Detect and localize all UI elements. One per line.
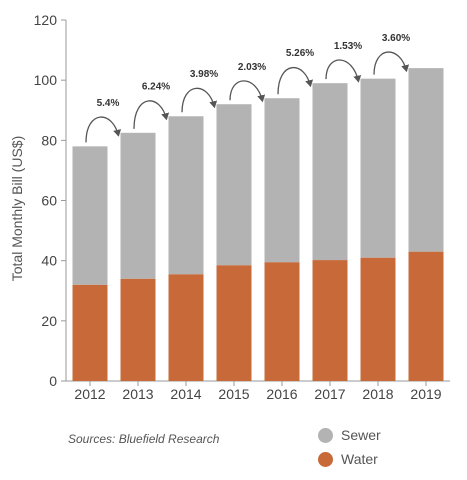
growth-label: 5.26% [286, 48, 314, 59]
y-tick-label: 0 [49, 373, 57, 389]
bar-water [120, 278, 156, 381]
bar-sewer [360, 78, 396, 258]
legend-item-sewer: Sewer [318, 423, 381, 447]
bar-sewer [216, 104, 252, 266]
growth-arrow [325, 59, 362, 83]
y-tick-label: 20 [41, 313, 57, 329]
source-note: Sources: Bluefield Research [68, 432, 220, 446]
growth-arrow [277, 67, 314, 95]
growth-arrow [373, 51, 410, 75]
growth-label: 3.98% [190, 69, 218, 80]
bar-water [72, 284, 108, 381]
legend-swatch-water [318, 451, 333, 467]
growth-label: 1.53% [334, 41, 362, 52]
y-axis-title: Total Monthly Bill (US$) [9, 136, 25, 282]
legend-swatch-sewer [318, 427, 333, 443]
growth-label: 2.03% [238, 62, 266, 73]
bar-sewer [264, 98, 300, 263]
bar-sewer [408, 68, 444, 252]
x-tick-label: 2016 [266, 386, 297, 402]
y-tick-label: 60 [41, 193, 57, 209]
x-tick-label: 2015 [218, 386, 249, 402]
bar-sewer [312, 83, 348, 261]
x-tick-label: 2019 [410, 386, 441, 402]
x-tick-label: 2017 [314, 386, 345, 402]
legend-label-sewer: Sewer [341, 427, 381, 443]
growth-label: 3.60% [382, 33, 410, 44]
growth-label: 6.24% [142, 81, 170, 92]
bar-water [360, 257, 396, 381]
y-tick-label: 120 [34, 12, 58, 28]
x-tick-label: 2014 [170, 386, 201, 402]
bar-water [408, 251, 444, 381]
legend-item-water: Water [318, 447, 381, 471]
x-tick-label: 2012 [74, 386, 105, 402]
legend-label-water: Water [341, 451, 378, 467]
y-tick-label: 80 [41, 132, 57, 148]
growth-arrow [181, 87, 218, 113]
growth-arrow [133, 100, 170, 129]
bar-sewer [72, 146, 108, 285]
bar-water [264, 262, 300, 381]
growth-arrow [229, 80, 266, 103]
x-tick-label: 2013 [122, 386, 153, 402]
bar-water [216, 265, 252, 381]
y-tick-label: 100 [34, 72, 58, 88]
bar-sewer [168, 116, 204, 275]
bar-sewer [120, 132, 156, 279]
growth-label: 5.4% [97, 98, 120, 109]
y-tick-label: 40 [41, 253, 57, 269]
bar-water [312, 260, 348, 381]
x-tick-label: 2018 [362, 386, 393, 402]
legend: Sewer Water [318, 423, 381, 471]
bar-water [168, 274, 204, 381]
growth-arrow [85, 116, 122, 143]
